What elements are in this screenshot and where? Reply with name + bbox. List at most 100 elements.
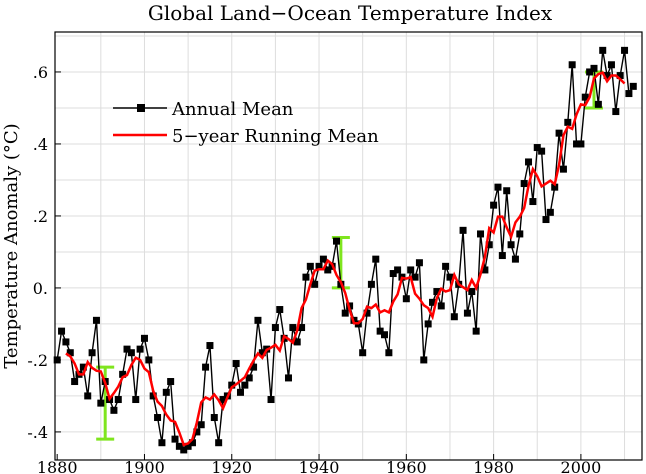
annual-mean-point — [110, 406, 118, 414]
annual-mean-point — [463, 309, 471, 317]
annual-mean-point — [433, 288, 441, 296]
annual-mean-point — [485, 241, 493, 249]
y-axis-ticks: .6 .4 .2 0. -.2 -.4 — [27, 63, 61, 442]
annual-mean-point — [533, 144, 541, 152]
annual-mean-point — [149, 392, 157, 400]
annual-mean-point — [193, 428, 201, 436]
annual-mean-point — [324, 266, 332, 274]
annual-mean-point — [114, 396, 122, 404]
annual-mean-point — [577, 140, 585, 148]
y-tick-label: .2 — [33, 207, 48, 226]
annual-mean-point — [250, 363, 258, 371]
annual-mean-point — [79, 363, 87, 371]
annual-mean-point — [450, 313, 458, 321]
annual-mean-point — [472, 327, 480, 335]
legend-annual-label: Annual Mean — [171, 99, 294, 120]
y-tick-label: -.4 — [27, 423, 48, 442]
annual-mean-point — [254, 316, 262, 324]
annual-mean-point — [332, 237, 340, 245]
annual-mean-point — [180, 446, 188, 454]
annual-mean-point — [490, 201, 498, 209]
annual-mean-point — [564, 118, 572, 126]
annual-mean-point — [420, 356, 428, 364]
annual-mean-point — [415, 259, 423, 267]
annual-mean-point — [184, 442, 192, 450]
annual-mean-point — [276, 306, 284, 314]
running-mean-series — [65, 71, 626, 447]
annual-mean-point — [188, 439, 196, 447]
annual-mean-point — [511, 255, 519, 263]
x-tick-label: 1920 — [211, 458, 252, 474]
annual-mean-point — [84, 392, 92, 400]
x-tick-label: 1880 — [37, 458, 78, 474]
annual-mean-point — [529, 198, 537, 206]
annual-mean-point — [459, 226, 467, 234]
annual-mean-point — [625, 90, 633, 98]
annual-mean-point — [154, 414, 162, 422]
annual-mean-point — [442, 262, 450, 270]
annual-mean-point — [494, 183, 502, 191]
y-tick-label: -.2 — [27, 351, 48, 370]
annual-mean-point — [468, 288, 476, 296]
annual-mean-point — [621, 46, 629, 54]
annual-mean-point — [88, 349, 96, 357]
y-axis-label: Temperature Anomaly (°C) — [1, 123, 22, 368]
annual-mean-point — [437, 302, 445, 310]
running-mean-line — [65, 71, 626, 447]
x-tick-label: 1940 — [299, 458, 340, 474]
annual-mean-point — [381, 331, 389, 339]
annual-mean-point — [206, 342, 214, 350]
annual-mean-point — [245, 374, 253, 382]
annual-mean-point — [507, 241, 515, 249]
annual-mean-point — [284, 374, 292, 382]
annual-mean-point — [175, 442, 183, 450]
y-tick-label: .4 — [33, 135, 48, 154]
annual-mean-point — [236, 388, 244, 396]
annual-mean-point — [551, 183, 559, 191]
legend-running-label: 5−year Running Mean — [172, 126, 379, 147]
annual-mean-point — [232, 360, 240, 368]
annual-mean-point — [197, 421, 205, 429]
annual-mean-point — [594, 100, 602, 108]
annual-mean-point — [97, 399, 105, 407]
annual-mean-point — [612, 108, 620, 116]
legend-annual-marker — [137, 104, 145, 112]
annual-mean-point — [599, 46, 607, 54]
annual-mean-point — [127, 349, 135, 357]
annual-mean-point — [424, 320, 432, 328]
annual-mean-point — [363, 309, 371, 317]
annual-mean-point — [516, 230, 524, 238]
annual-mean-point — [542, 216, 550, 224]
annual-mean-point — [359, 349, 367, 357]
chart-title: Global Land−Ocean Temperature Index — [148, 1, 553, 25]
annual-mean-point — [586, 68, 594, 76]
annual-mean-point — [119, 370, 127, 378]
x-tick-label: 1900 — [124, 458, 165, 474]
annual-mean-point — [372, 255, 380, 263]
annual-mean-point — [58, 327, 66, 335]
x-tick-label: 1980 — [473, 458, 514, 474]
annual-mean-point — [520, 180, 528, 188]
annual-mean-point — [407, 266, 415, 274]
annual-mean-point — [546, 208, 554, 216]
annual-mean-point — [446, 273, 454, 281]
annual-mean-point — [581, 93, 589, 101]
annual-mean-point — [210, 414, 218, 422]
annual-mean-point — [629, 82, 637, 90]
annual-mean-point — [616, 72, 624, 80]
x-axis-ticks: 1880 1900 1920 1940 1960 1980 2000 — [37, 454, 601, 474]
annual-mean-point — [555, 129, 563, 137]
annual-mean-point — [62, 338, 70, 346]
annual-mean-point — [158, 439, 166, 447]
annual-mean-point — [481, 266, 489, 274]
annual-mean-point — [498, 252, 506, 260]
annual-mean-point — [267, 396, 275, 404]
annual-mean-point — [341, 309, 349, 317]
annual-mean-point — [311, 280, 319, 288]
annual-mean-point — [271, 324, 279, 332]
annual-mean-point — [559, 165, 567, 173]
annual-mean-point — [411, 273, 419, 281]
annual-mean-point — [215, 439, 223, 447]
annual-mean-point — [92, 316, 100, 324]
